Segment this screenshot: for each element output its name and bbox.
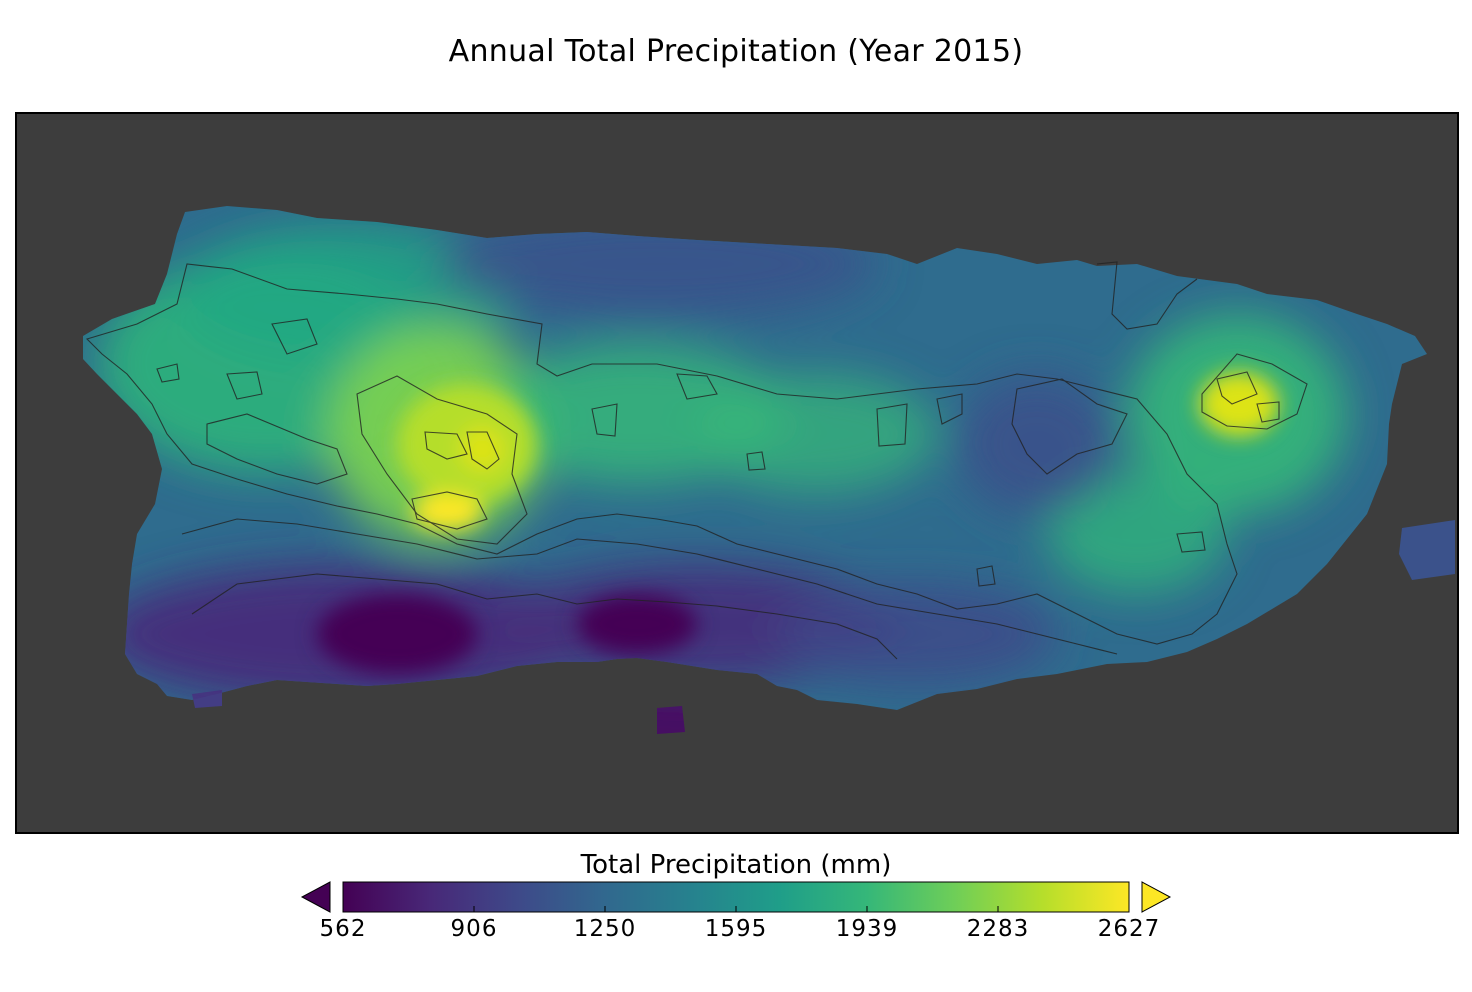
colorbar-tick-label: 906 xyxy=(450,916,498,942)
colorbar-tick-label: 1939 xyxy=(835,916,899,942)
colorbar-tick-label: 1250 xyxy=(573,916,637,942)
colorbar-max-extension xyxy=(1141,881,1172,913)
colorbar-tick-label: 562 xyxy=(319,916,367,942)
colorbar-tick-label: 2283 xyxy=(966,916,1030,942)
colorbar-min-extension xyxy=(300,881,331,913)
map-panel[interactable] xyxy=(15,112,1459,834)
colorbar-tick-label: 2627 xyxy=(1097,916,1161,942)
colorbar xyxy=(300,880,1172,914)
colorbar-label: Total Precipitation (mm) xyxy=(580,850,892,880)
precipitation-map xyxy=(83,206,1455,734)
colorbar-tick-label: 1595 xyxy=(704,916,768,942)
chart-title: Annual Total Precipitation (Year 2015) xyxy=(448,34,1024,69)
